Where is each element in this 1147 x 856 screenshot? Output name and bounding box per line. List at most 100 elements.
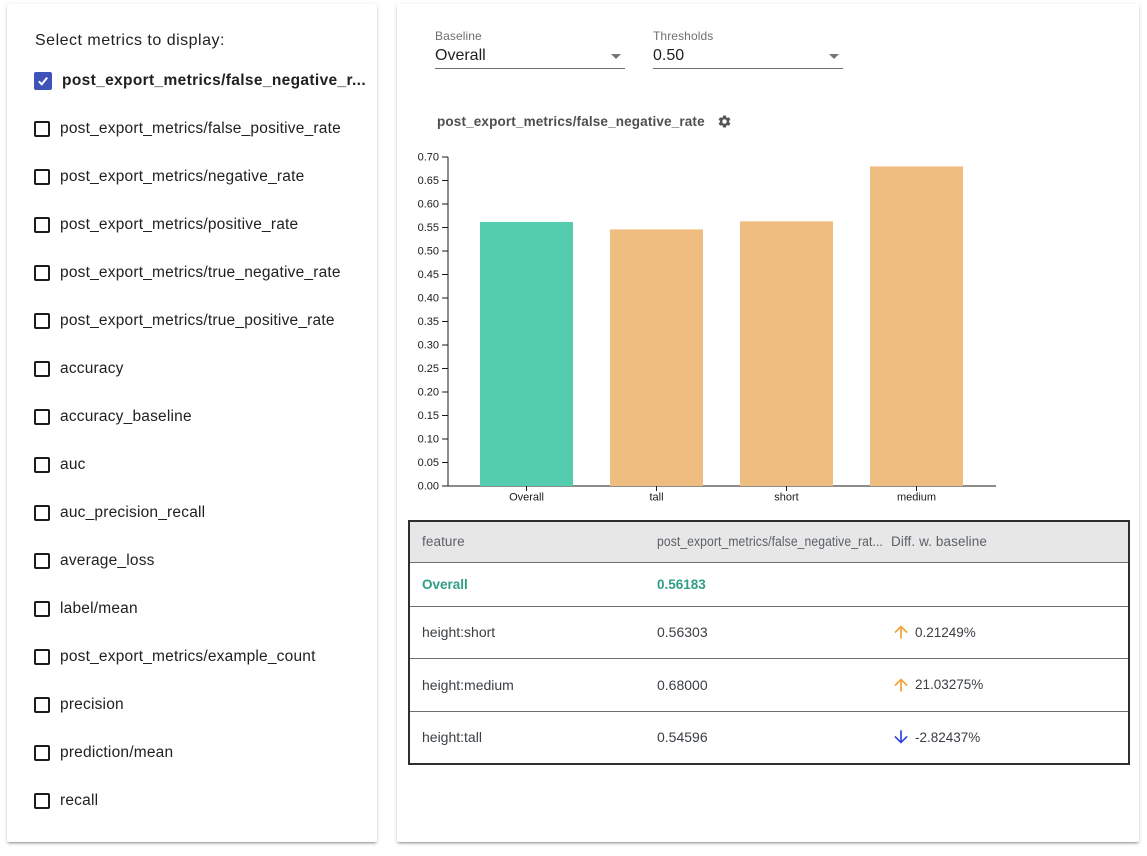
y-tick-label: 0.15 xyxy=(418,410,439,422)
checkbox-unchecked-icon[interactable] xyxy=(34,121,50,137)
y-tick-label: 0.50 xyxy=(418,246,439,258)
value-cell: 0.56183 xyxy=(657,576,706,592)
checkbox-unchecked-icon[interactable] xyxy=(34,649,50,665)
checkbox-unchecked-icon[interactable] xyxy=(34,217,50,233)
x-tick-label: short xyxy=(774,492,798,504)
metric-checkbox-item[interactable]: auc xyxy=(7,441,377,489)
metric-label: post_export_metrics/positive_rate xyxy=(60,216,299,233)
y-tick-label: 0.40 xyxy=(418,293,439,305)
metric-list: post_export_metrics/false_negative_r...p… xyxy=(7,57,377,825)
y-tick-label: 0.30 xyxy=(418,340,439,352)
thresholds-select-value[interactable]: 0.50 xyxy=(653,43,843,69)
metric-label: auc xyxy=(60,456,86,473)
checkbox-unchecked-icon[interactable] xyxy=(34,313,50,329)
metric-checkbox-item[interactable]: auc_precision_recall xyxy=(7,489,377,537)
y-tick-label: 0.25 xyxy=(418,363,439,375)
metric-label: post_export_metrics/example_count xyxy=(60,648,316,665)
checkbox-checked-icon[interactable] xyxy=(34,72,52,90)
y-tick-label: 0.70 xyxy=(418,152,439,164)
metric-label: post_export_metrics/false_positive_rate xyxy=(60,120,341,137)
y-tick-label: 0.00 xyxy=(418,481,439,493)
value-cell: 0.54596 xyxy=(657,729,708,745)
metric-checkbox-item[interactable]: accuracy_baseline xyxy=(7,393,377,441)
metric-checkbox-item[interactable]: post_export_metrics/example_count xyxy=(7,633,377,681)
metric-checkbox-item[interactable]: average_loss xyxy=(7,537,377,585)
dropdown-arrow-icon xyxy=(829,54,839,59)
metric-checkbox-item[interactable]: post_export_metrics/positive_rate xyxy=(7,201,377,249)
feature-cell: height:tall xyxy=(422,729,482,745)
settings-gear-icon[interactable] xyxy=(717,114,732,129)
checkbox-unchecked-icon[interactable] xyxy=(34,505,50,521)
checkbox-unchecked-icon[interactable] xyxy=(34,553,50,569)
metric-label: average_loss xyxy=(60,552,155,569)
checkbox-unchecked-icon[interactable] xyxy=(34,457,50,473)
metric-checkbox-item[interactable]: post_export_metrics/negative_rate xyxy=(7,153,377,201)
value-cell: 0.56303 xyxy=(657,624,708,641)
diff-cell: -2.82437% xyxy=(879,711,1129,764)
bar-Overall[interactable] xyxy=(480,221,573,486)
checkbox-unchecked-icon[interactable] xyxy=(34,601,50,617)
metric-label: post_export_metrics/true_positive_rate xyxy=(60,312,335,329)
arrow-up-icon xyxy=(894,625,908,639)
thresholds-select[interactable]: Thresholds 0.50 xyxy=(653,29,843,69)
x-tick-label: tall xyxy=(649,492,663,504)
y-tick-label: 0.05 xyxy=(418,457,439,469)
metric-checkbox-item[interactable]: recall xyxy=(7,777,377,825)
baseline-select[interactable]: Baseline Overall xyxy=(435,29,625,69)
feature-cell: Overall xyxy=(422,576,468,592)
metrics-table: feature post_export_metrics/false_negativ… xyxy=(408,520,1130,765)
diff-value: 21.03275% xyxy=(915,677,984,693)
x-tick-label: medium xyxy=(897,492,936,504)
checkbox-unchecked-icon[interactable] xyxy=(34,793,50,809)
y-tick-label: 0.20 xyxy=(418,387,439,399)
baseline-select-value[interactable]: Overall xyxy=(435,43,625,69)
diff-value: 0.21249% xyxy=(915,624,976,640)
checkbox-unchecked-icon[interactable] xyxy=(34,169,50,185)
metric-label: recall xyxy=(60,792,99,809)
feature-cell: height:short xyxy=(422,624,496,641)
y-tick-label: 0.45 xyxy=(418,269,439,281)
metric-checkbox-item[interactable]: post_export_metrics/true_negative_rate xyxy=(7,249,377,297)
y-tick-label: 0.35 xyxy=(418,316,439,328)
table-row-height:medium: height:medium 0.68000 21.03275% xyxy=(409,658,1129,712)
y-tick-label: 0.10 xyxy=(418,434,439,446)
checkbox-unchecked-icon[interactable] xyxy=(34,265,50,281)
metric-label: accuracy xyxy=(60,360,124,377)
metric-checkbox-item[interactable]: post_export_metrics/false_positive_rate xyxy=(7,105,377,153)
metric-selector-title: Select metrics to display: xyxy=(35,32,225,49)
metric-checkbox-item[interactable]: prediction/mean xyxy=(7,729,377,777)
dropdown-arrow-icon xyxy=(611,54,621,59)
metric-label: post_export_metrics/negative_rate xyxy=(60,168,305,185)
bar-medium[interactable] xyxy=(870,166,963,486)
table-column-header: post_export_metrics/false_negative_rat..… xyxy=(645,521,883,563)
checkbox-unchecked-icon[interactable] xyxy=(34,697,50,713)
y-tick-label: 0.60 xyxy=(418,199,439,211)
checkbox-unchecked-icon[interactable] xyxy=(34,409,50,425)
chart-title: post_export_metrics/false_negative_rate xyxy=(437,113,705,129)
metric-selector-panel: Select metrics to display: post_export_m… xyxy=(7,4,377,842)
y-tick-label: 0.55 xyxy=(418,222,439,234)
metric-checkbox-item[interactable]: post_export_metrics/false_negative_r... xyxy=(7,57,377,105)
checkbox-unchecked-icon[interactable] xyxy=(34,361,50,377)
baseline-select-label: Baseline xyxy=(435,29,482,43)
controls-bar: Baseline Overall Thresholds 0.50 xyxy=(435,29,843,69)
diff-cell: 21.03275% xyxy=(879,659,1129,712)
bar-chart: 0.00 0.05 0.10 0.15 0.20 0.25 0.30 0.35 0.40 0.45… xyxy=(418,152,996,504)
checkbox-unchecked-icon[interactable] xyxy=(34,745,50,761)
feature-cell: height:medium xyxy=(422,676,514,693)
thresholds-select-label: Thresholds xyxy=(653,29,714,43)
table-row-Overall: Overall 0.56183 xyxy=(409,562,1129,606)
value-cell: 0.68000 xyxy=(657,676,708,693)
metric-checkbox-item[interactable]: label/mean xyxy=(7,585,377,633)
metric-checkbox-item[interactable]: post_export_metrics/true_positive_rate xyxy=(7,297,377,345)
metric-label: label/mean xyxy=(60,600,138,617)
table-column-header: Diff. w. baseline xyxy=(879,521,1129,563)
metric-checkbox-item[interactable]: precision xyxy=(7,681,377,729)
bar-short[interactable] xyxy=(740,221,833,486)
metric-checkbox-item[interactable]: accuracy xyxy=(7,345,377,393)
table-column-header: feature xyxy=(409,521,645,563)
bar-tall[interactable] xyxy=(610,229,703,486)
metric-label: accuracy_baseline xyxy=(60,408,192,425)
table-row-height:short: height:short 0.56303 0.21249% xyxy=(409,606,1129,659)
metric-label: precision xyxy=(60,696,124,713)
